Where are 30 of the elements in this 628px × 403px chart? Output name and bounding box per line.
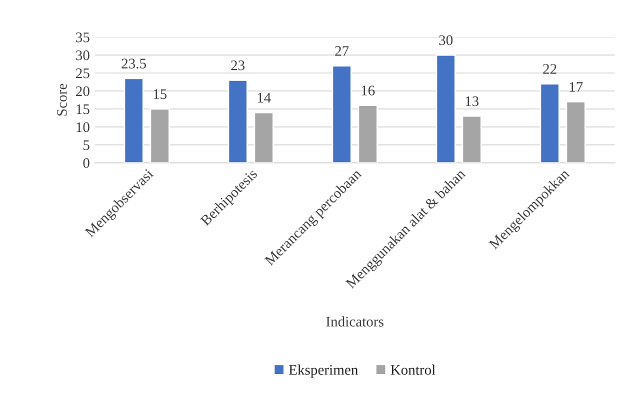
y-tick-label: 10 — [76, 122, 90, 132]
y-tick-label: 20 — [76, 86, 90, 96]
y-tick-label: 0 — [83, 158, 90, 168]
y-tick-label: 15 — [76, 104, 90, 114]
y-tick-label: 35 — [76, 32, 90, 42]
data-label: 27 — [335, 46, 349, 56]
legend-label: Eksperimen — [288, 364, 358, 378]
bar — [332, 65, 352, 163]
bar — [150, 108, 170, 163]
data-label: 23.5 — [122, 58, 146, 69]
bar — [462, 115, 482, 163]
data-label: 22 — [543, 64, 556, 74]
x-axis-title: Indicators — [326, 316, 384, 327]
data-label: 16 — [362, 86, 375, 96]
bar — [436, 54, 456, 163]
legend-label: Kontrol — [390, 364, 436, 375]
y-tick-label: 5 — [84, 140, 90, 150]
data-label: 15 — [154, 89, 167, 100]
bar — [124, 78, 144, 163]
data-label: 13 — [466, 96, 479, 106]
y-tick-label: 25 — [76, 68, 90, 78]
bar — [358, 104, 378, 163]
bar — [254, 112, 274, 163]
y-tick-label: 30 — [76, 50, 90, 60]
data-label: 17 — [570, 82, 583, 92]
data-label: 23 — [231, 60, 245, 70]
data-label: 30 — [439, 35, 453, 46]
y-axis-title: Score — [57, 84, 67, 116]
data-label: 14 — [258, 92, 271, 102]
bar — [228, 79, 248, 163]
